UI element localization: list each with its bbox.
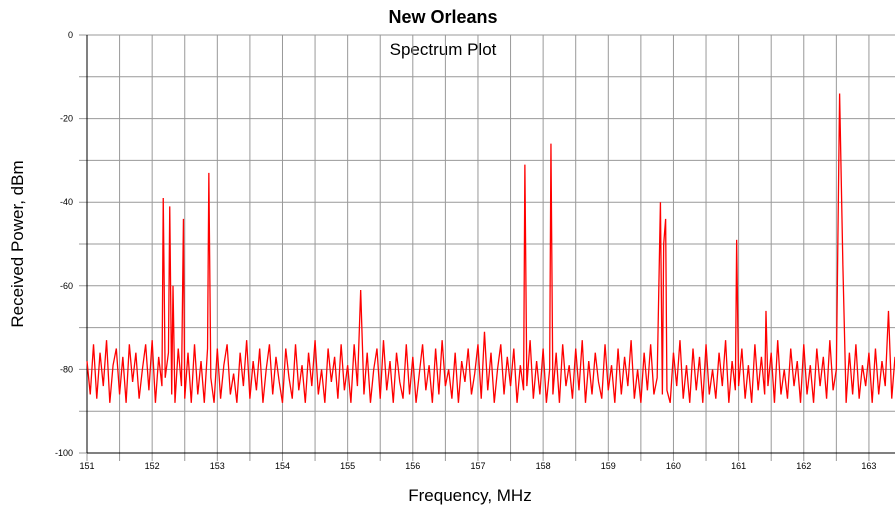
spectrum-line [86, 93, 895, 404]
y-tick-label: -20 [60, 114, 73, 124]
chart-title: New Orleans [388, 7, 497, 27]
x-tick-label: 161 [731, 461, 746, 471]
x-tick-label: 155 [340, 461, 355, 471]
x-axis-label: Frequency, MHz [408, 486, 531, 505]
y-axis-label: Received Power, dBm [8, 160, 27, 327]
y-tick-label: -60 [60, 281, 73, 291]
x-tick-label: 156 [405, 461, 420, 471]
x-tick-label: 157 [470, 461, 485, 471]
x-tick-label: 163 [861, 461, 876, 471]
y-tick-label: -100 [55, 448, 73, 458]
x-tick-label: 152 [145, 461, 160, 471]
chart-subtitle: Spectrum Plot [390, 40, 497, 59]
x-tick-label: 153 [210, 461, 225, 471]
x-tick-label: 151 [79, 461, 94, 471]
x-tick-label: 159 [601, 461, 616, 471]
x-tick-label: 158 [536, 461, 551, 471]
y-tick-label: -80 [60, 364, 73, 374]
x-tick-label: 162 [796, 461, 811, 471]
y-tick-label: -40 [60, 197, 73, 207]
y-tick-label: 0 [68, 30, 73, 40]
x-tick-label: 160 [666, 461, 681, 471]
x-tick-label: 154 [275, 461, 290, 471]
